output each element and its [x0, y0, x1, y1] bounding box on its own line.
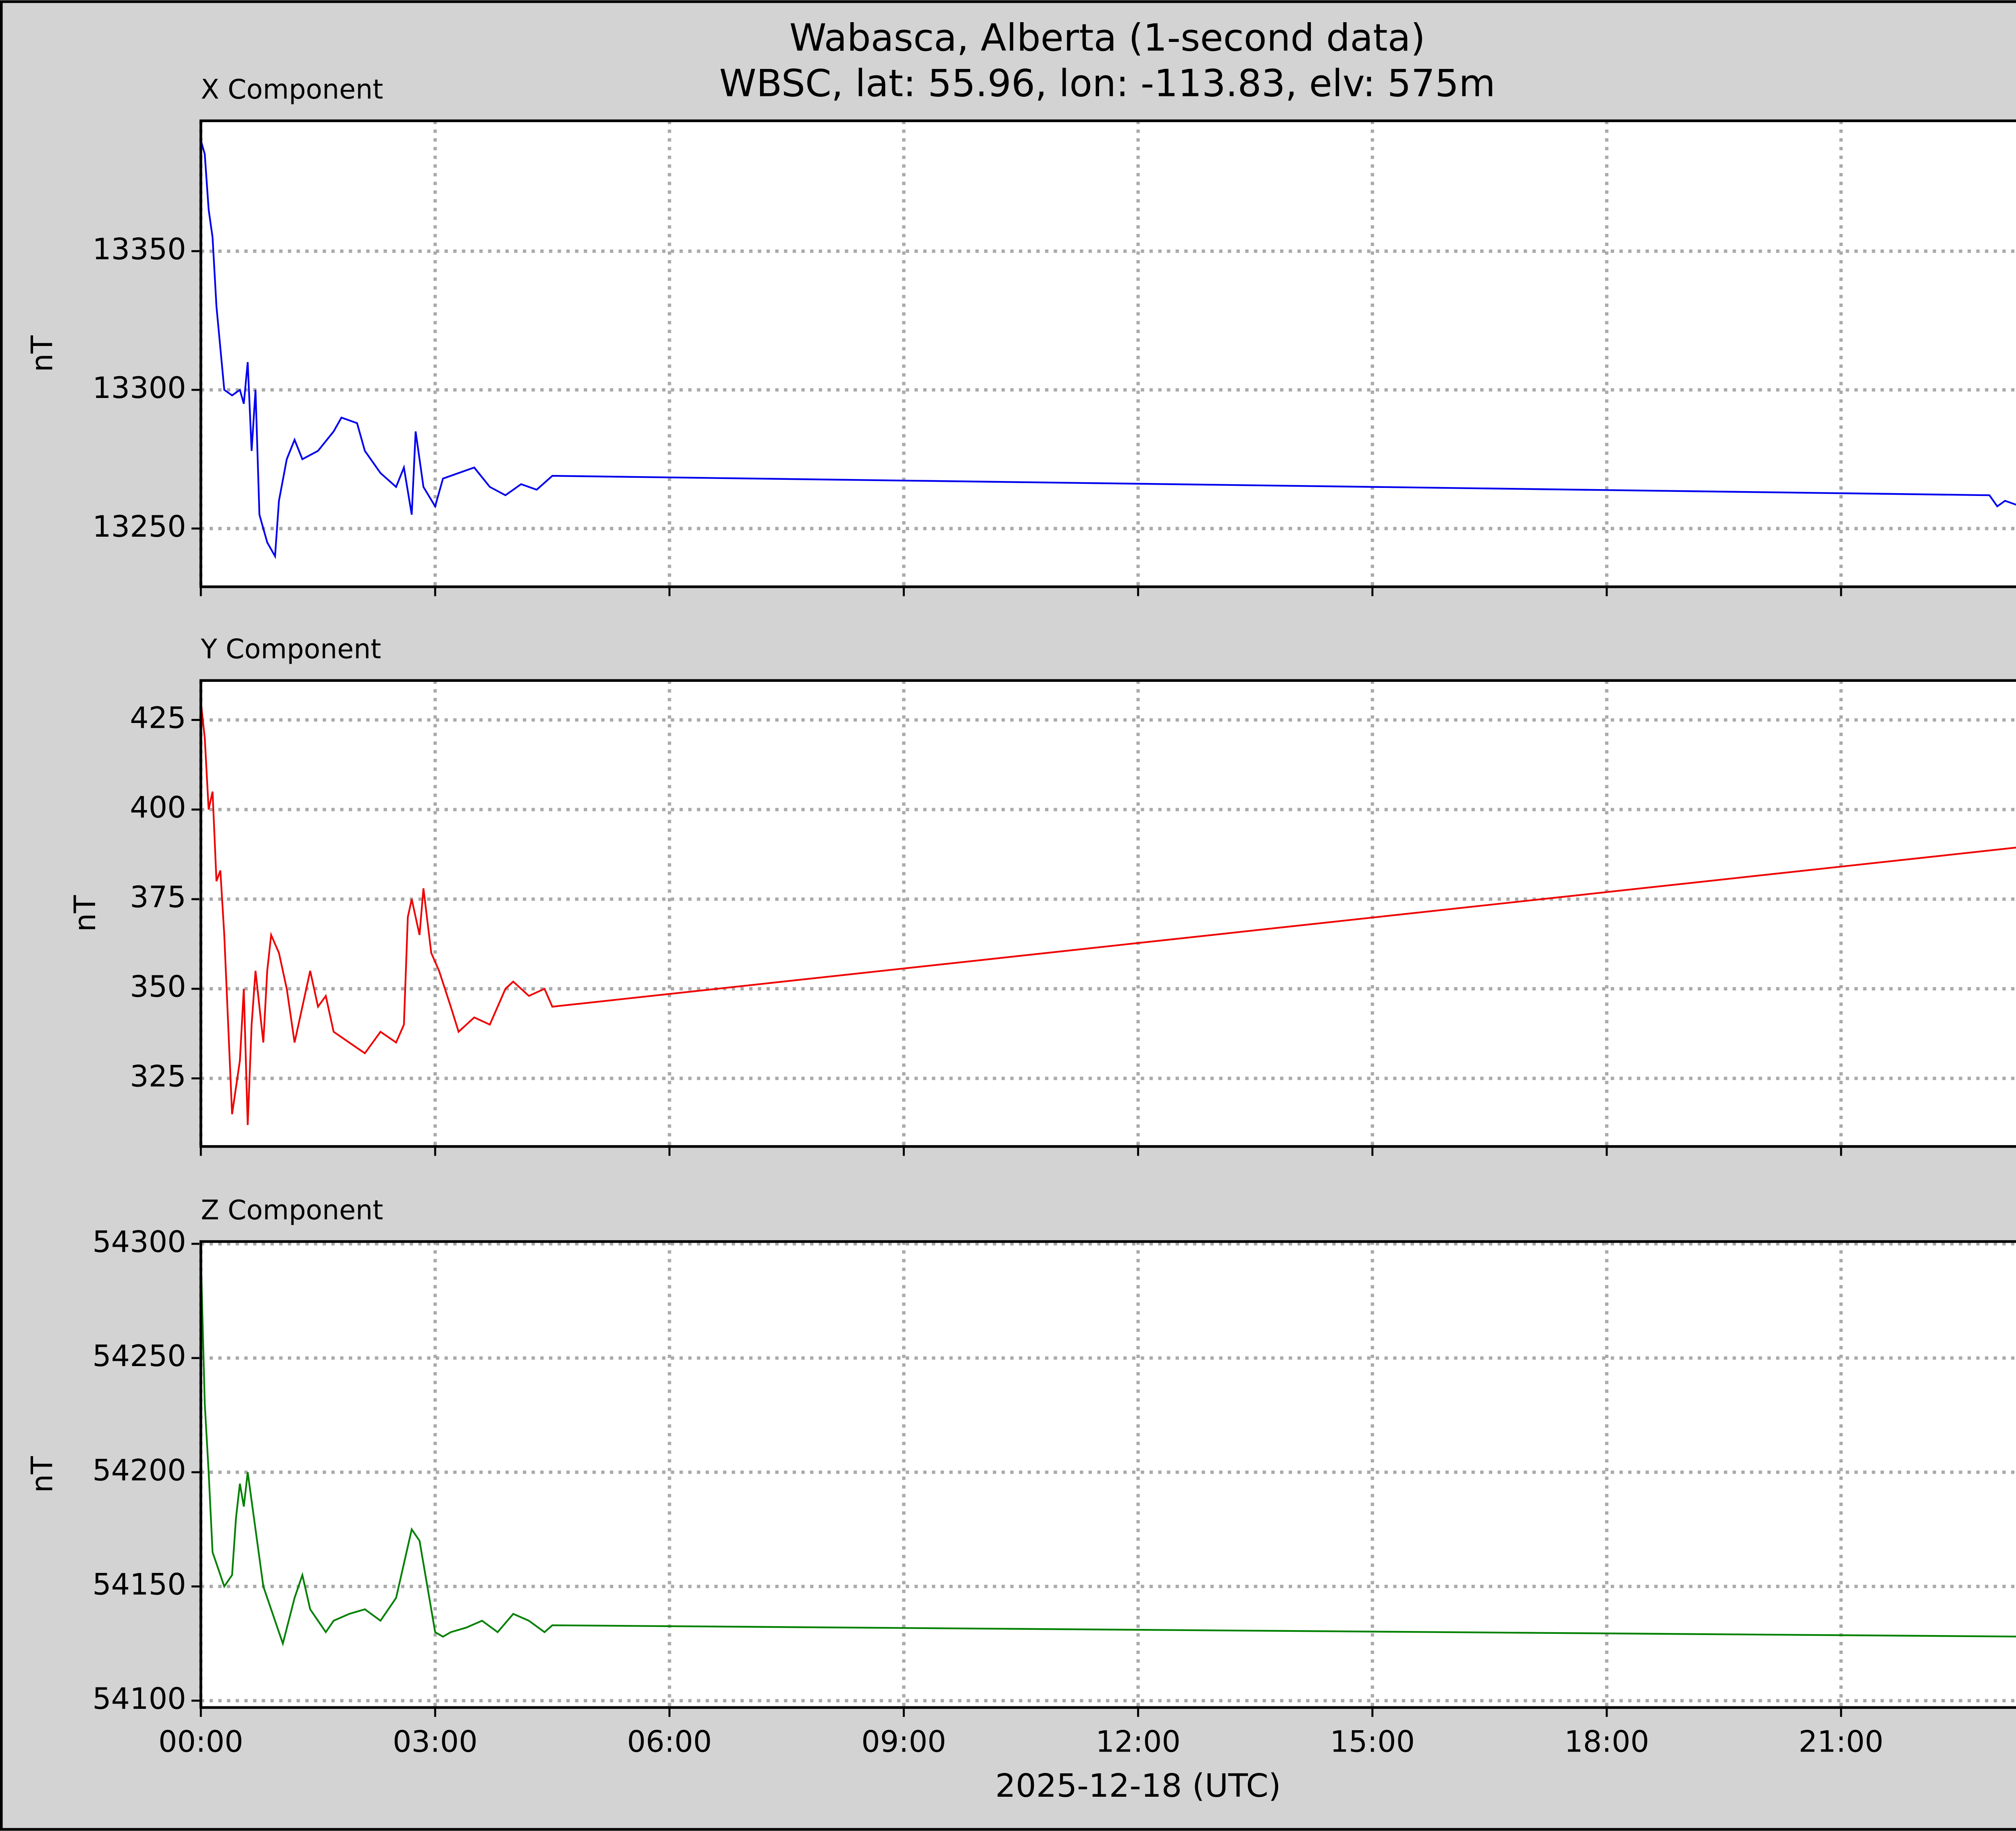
- plot-frame: [199, 1240, 2016, 1709]
- y-axis-label: nT: [68, 895, 102, 932]
- data-line: [200, 140, 2016, 559]
- x-tick-label: 18:00: [1564, 1725, 1649, 1759]
- x-tick-label: 12:00: [1095, 1725, 1181, 1759]
- y-tick-label: 54150: [92, 1568, 186, 1602]
- x-tick-label: 09:00: [861, 1725, 946, 1759]
- panel-title: Y Component: [200, 633, 381, 665]
- data-line: [200, 702, 2016, 1125]
- panel-title: X Component: [201, 74, 383, 105]
- y-axis-label: nT: [25, 1456, 60, 1493]
- plot-area: [201, 1241, 2016, 1708]
- plot-area: [201, 121, 2016, 587]
- plot-frame: [199, 679, 2016, 1148]
- data-line: [200, 1255, 2016, 1647]
- x-axis-label: 2025-12-18 (UTC): [995, 1767, 1281, 1804]
- y-tick-label: 13250: [92, 510, 186, 544]
- y-tick-label: 13350: [92, 232, 186, 267]
- plot-frame: [199, 119, 2016, 588]
- figure-subtitle: WBSC, lat: 55.96, lon: -113.83, elv: 575…: [719, 62, 1495, 105]
- figure-title: Wabasca, Alberta (1-second data): [789, 16, 1425, 60]
- y-tick-label: 425: [130, 701, 186, 735]
- y-tick-label: 400: [130, 791, 186, 825]
- y-tick-label: 54300: [92, 1225, 186, 1259]
- x-tick-label: 00:00: [158, 1725, 244, 1759]
- y-tick-label: 54100: [92, 1682, 186, 1716]
- y-tick-label: 54250: [92, 1339, 186, 1373]
- x-tick-label: 15:00: [1330, 1725, 1415, 1759]
- x-tick-label: 21:00: [1799, 1725, 1884, 1759]
- x-tick-label: 03:00: [393, 1725, 478, 1759]
- y-tick-label: 13300: [92, 371, 186, 405]
- y-tick-label: 375: [130, 880, 186, 914]
- y-tick-label: 54200: [92, 1453, 186, 1487]
- x-tick-label: 06:00: [627, 1725, 712, 1759]
- y-tick-label: 325: [130, 1059, 186, 1094]
- y-axis-label: nT: [25, 335, 60, 372]
- plot-area: [201, 680, 2016, 1147]
- panel-title: Z Component: [201, 1194, 383, 1226]
- y-tick-label: 350: [130, 970, 186, 1004]
